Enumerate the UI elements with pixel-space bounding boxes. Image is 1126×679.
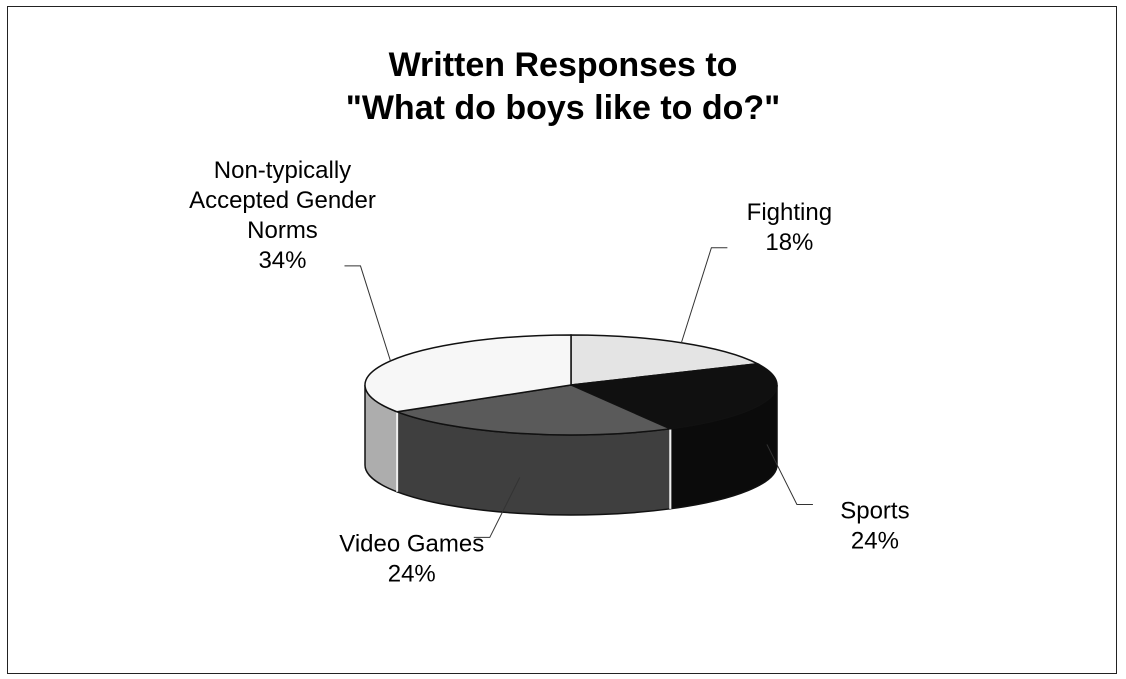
- slice-value-label: 24%: [388, 560, 436, 587]
- leader-line: [766, 444, 813, 505]
- slice-label: Non-typically: [214, 157, 351, 184]
- leader-line: [344, 265, 391, 362]
- pie-slice-video-games: [394, 384, 673, 436]
- pie-slice-fighting: [570, 334, 760, 386]
- pie-slice-non-typically-accepted-gender-norms: [364, 334, 572, 413]
- slice-label: Norms: [247, 217, 318, 244]
- slice-value-label: 34%: [258, 247, 306, 274]
- leader-line: [473, 477, 521, 538]
- pie-labels: Fighting 18% Sports 24% Video Games 24% Non-ty…: [189, 157, 910, 588]
- pie-top-faces: [364, 334, 778, 436]
- slice-label: Sports: [840, 497, 909, 524]
- slice-value-label: 24%: [851, 527, 899, 554]
- slice-label: Fighting: [747, 199, 832, 226]
- leader-line: [680, 247, 728, 343]
- slice-value-label: 18%: [765, 229, 813, 256]
- slice-label: Video Games: [339, 530, 484, 557]
- chart-title-line-2: "What do boys like to do?": [345, 89, 781, 127]
- slice-label: Accepted Gender: [189, 187, 376, 214]
- chart-border: [7, 6, 1117, 674]
- pie-slice-sports: [568, 362, 778, 430]
- chart-title-line-1: Written Responses to: [388, 46, 738, 84]
